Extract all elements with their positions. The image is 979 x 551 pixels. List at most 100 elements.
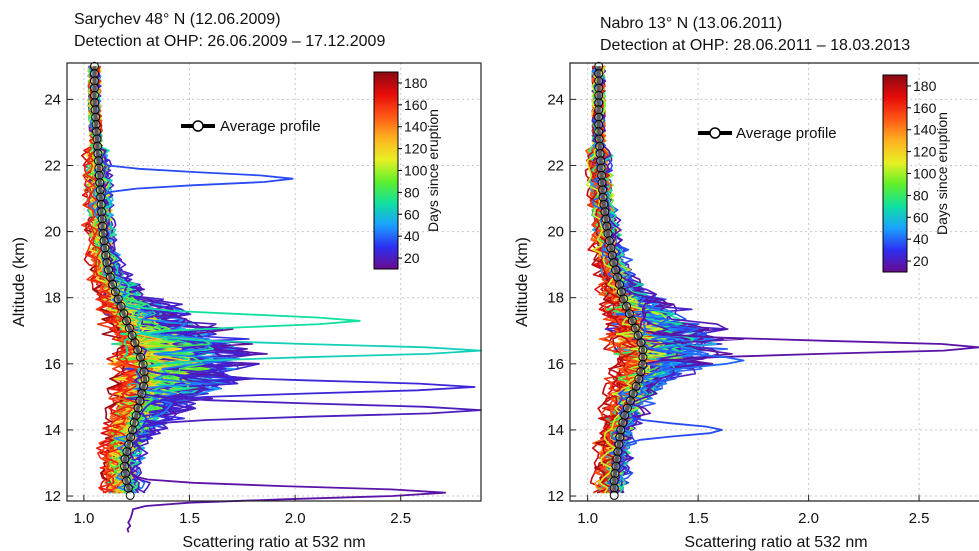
average-marker <box>594 105 604 115</box>
average-marker <box>604 236 614 246</box>
colorbar-tick-label: 120 <box>404 141 428 157</box>
average-marker <box>594 112 604 122</box>
x-tick-label: 1.0 <box>577 510 598 527</box>
average-marker <box>622 301 631 311</box>
average-marker <box>122 316 132 326</box>
average-marker <box>99 236 109 246</box>
average-marker <box>98 221 108 231</box>
colorbar-tick-label: 180 <box>913 78 937 94</box>
chart-title-line2: Detection at OHP: 28.06.2011 – 18.03.201… <box>600 37 910 54</box>
average-marker <box>94 163 104 173</box>
peak-line <box>122 280 361 358</box>
average-marker <box>90 90 99 100</box>
y-tick-label: 12 <box>547 488 564 505</box>
average-marker <box>129 418 139 428</box>
y-tick-label: 20 <box>547 224 564 241</box>
average-marker <box>97 207 107 217</box>
panel-right: Nabro 13° N (13.06.2011) Detection at OH… <box>514 15 979 551</box>
profile-line <box>81 65 134 494</box>
y-tick-label: 16 <box>547 356 564 373</box>
average-marker <box>91 120 101 129</box>
chart-title-line1: Nabro 13° N (13.06.2011) <box>600 15 782 32</box>
y-tick-label: 22 <box>44 157 61 174</box>
legend: Average profile <box>698 125 837 142</box>
average-marker <box>597 178 607 188</box>
colorbar-tick-label: 20 <box>913 253 929 269</box>
colorbar: 20 40 60 80 100 120 140 160 180 Days since erupti… <box>373 71 441 270</box>
average-marker <box>133 345 143 355</box>
y-axis-ticks: 12 14 16 18 20 22 24 <box>547 91 576 505</box>
colorbar-tick-label: 120 <box>913 144 937 160</box>
average-marker <box>609 490 619 500</box>
average-marker <box>101 250 111 260</box>
average-marker <box>95 185 105 195</box>
average-marker <box>105 272 115 282</box>
average-marker <box>596 163 606 173</box>
colorbar-tick-label: 100 <box>404 163 428 179</box>
chart-title-line1: Sarychev 48° N (12.06.2009) <box>74 11 281 28</box>
average-marker <box>610 469 620 479</box>
average-marker <box>622 403 632 413</box>
grid-lines <box>67 63 481 501</box>
average-marker <box>633 330 643 340</box>
average-marker <box>594 61 604 71</box>
x-tick-label: 2.5 <box>909 510 930 527</box>
y-tick-label: 18 <box>547 290 564 307</box>
average-marker <box>594 98 604 108</box>
average-marker <box>611 461 621 471</box>
average-marker <box>594 69 604 79</box>
average-marker <box>104 265 113 275</box>
y-tick-label: 14 <box>547 422 564 439</box>
average-marker <box>607 250 617 260</box>
x-tick-label: 2.0 <box>285 510 306 527</box>
average-marker <box>98 229 108 239</box>
average-profile-line <box>594 61 648 500</box>
y-tick-label: 20 <box>44 224 61 241</box>
legend-label: Average profile <box>736 125 837 142</box>
average-marker <box>91 112 101 122</box>
y-axis-label: Altitude (km) <box>514 237 531 327</box>
average-marker <box>131 410 141 420</box>
average-marker <box>138 360 148 369</box>
average-marker <box>120 454 130 464</box>
average-marker <box>96 192 106 202</box>
colorbar-tick-label: 160 <box>404 97 428 113</box>
y-tick-label: 24 <box>44 91 61 108</box>
x-tick-label: 1.0 <box>73 510 94 527</box>
average-marker <box>595 141 605 151</box>
average-marker <box>602 221 612 231</box>
average-marker <box>600 207 610 217</box>
average-marker <box>636 367 646 377</box>
average-marker <box>613 272 622 282</box>
legend-marker <box>709 127 721 139</box>
average-marker <box>601 214 611 224</box>
average-marker <box>609 258 619 268</box>
average-line <box>596 66 645 493</box>
x-axis-label: Scattering ratio at 532 nm <box>182 534 365 551</box>
y-tick-label: 16 <box>44 356 61 373</box>
average-marker <box>611 265 621 275</box>
y-tick-label: 18 <box>44 290 61 307</box>
y-tick-label: 12 <box>44 488 61 505</box>
x-tick-label: 2.5 <box>390 510 411 527</box>
average-marker <box>597 170 607 180</box>
colorbar-gradient <box>373 71 399 270</box>
colorbar: 20 40 60 80 100 120 140 160 180 Days since erupti… <box>882 74 950 273</box>
average-marker <box>631 381 641 391</box>
average-marker <box>100 243 110 253</box>
average-marker <box>594 120 604 129</box>
peak-line <box>617 389 723 471</box>
average-marker <box>594 83 604 93</box>
average-marker <box>92 134 102 144</box>
x-axis-ticks: 1.0 1.5 2.0 2.5 <box>577 495 929 527</box>
average-marker <box>638 352 648 362</box>
average-marker <box>630 323 640 333</box>
average-marker <box>136 352 145 362</box>
average-marker <box>603 229 613 239</box>
colorbar-tick-label: 100 <box>913 166 937 182</box>
grid-lines <box>570 63 979 501</box>
average-marker <box>594 76 604 86</box>
average-marker <box>613 447 623 457</box>
average-marker <box>90 105 100 115</box>
